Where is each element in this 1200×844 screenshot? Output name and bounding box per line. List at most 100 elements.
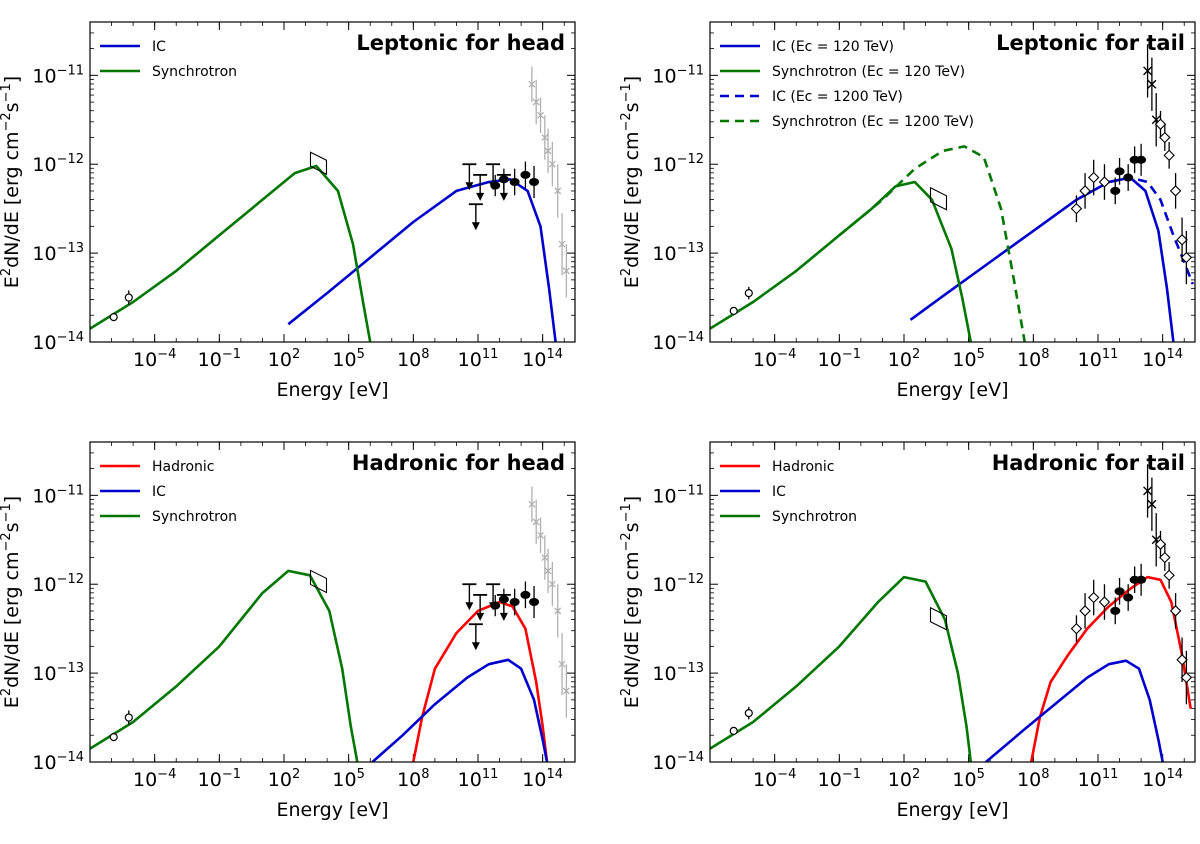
y-tick-exponent: −13	[57, 241, 84, 256]
y-axis-label-part: −1	[0, 503, 14, 522]
series-line	[838, 145, 1026, 342]
ul-arrow	[499, 192, 508, 201]
y-axis-label-part: E	[1, 696, 23, 708]
data-point-archive	[558, 633, 566, 696]
y-tick-exponent: −14	[57, 330, 84, 345]
data-point-filled	[490, 594, 501, 617]
marker-filled	[498, 595, 509, 604]
x-tick-base: 10	[268, 349, 292, 371]
x-tick-base: 10	[818, 349, 842, 371]
ul-arrow	[471, 642, 480, 651]
marker-filled	[490, 601, 501, 610]
legend-label: Synchrotron	[152, 509, 237, 525]
data-point-circle	[124, 710, 133, 725]
y-axis-label-part: s	[1, 102, 23, 112]
marker-butterfly	[929, 186, 948, 211]
legend: IC (Ec = 120 TeV) Synchrotron (Ec = 120 T…	[720, 39, 974, 130]
marker-circle	[729, 306, 738, 315]
y-axis-label-part: −2	[620, 112, 634, 131]
x-tick-exponent: 2	[292, 767, 300, 782]
x-tick-exponent: 5	[357, 767, 365, 782]
y-tick-base: 10	[32, 65, 56, 87]
y-axis-label-part: ]	[621, 496, 643, 503]
legend-label: Hadronic	[152, 459, 214, 475]
marker-filled	[529, 598, 540, 606]
y-tick-label: 10−11	[32, 63, 84, 87]
x-tick-base: 10	[888, 349, 912, 371]
y-tick-base: 10	[32, 663, 56, 685]
x-tick-exponent: −4	[157, 347, 176, 362]
x-tick-exponent: 5	[977, 347, 985, 362]
data-point-filled	[1123, 164, 1134, 191]
y-axis-label-part: s	[1, 522, 23, 532]
data-point-open	[1159, 124, 1171, 151]
marker-cross	[1143, 486, 1153, 496]
marker-filled	[1110, 186, 1121, 195]
marker-circle	[109, 733, 118, 742]
data-point-open	[1176, 217, 1188, 262]
legend-label: Synchrotron	[152, 64, 237, 80]
data-point-ul	[462, 163, 477, 191]
x-tick-exponent: −1	[842, 347, 861, 362]
x-tick-base: 10	[522, 349, 546, 371]
chart-title: Leptonic for tail	[996, 31, 1185, 55]
x-tick-label: 108	[397, 767, 429, 791]
marker-butterfly	[309, 569, 328, 594]
data-point-filled	[529, 166, 540, 198]
ul-arrow	[465, 182, 474, 191]
data-point-archive	[528, 66, 536, 102]
chart-svg: 10−4 10−1 102 105 108 1011 101410−1410−1310−12…	[0, 21, 576, 401]
y-tick-base: 10	[652, 574, 676, 596]
marker-archive	[541, 554, 549, 562]
marker-open-diamond	[1070, 202, 1083, 215]
data-point-archive	[554, 164, 562, 218]
data-point-filled	[1110, 597, 1121, 625]
y-axis-label: E2dN/dE [erg cm−2s−1]	[0, 76, 23, 288]
series-line	[985, 659, 1164, 762]
marker-butterfly	[929, 606, 948, 631]
data-point-ul	[473, 173, 488, 201]
data-point-filled	[1123, 584, 1134, 611]
y-tick-exponent: −11	[57, 63, 84, 78]
ul-arrow	[499, 612, 508, 621]
legend-label: IC (Ec = 120 TeV)	[772, 39, 894, 55]
marker-open-diamond	[1070, 622, 1083, 635]
x-tick-exponent: −1	[222, 347, 241, 362]
x-tick-label: 10−4	[133, 347, 176, 371]
ul-arrow	[471, 222, 480, 231]
data-point-cross	[1143, 464, 1153, 518]
marker-archive	[544, 147, 552, 155]
x-tick-base: 10	[198, 349, 222, 371]
y-tick-base: 10	[652, 752, 676, 774]
x-axis-label: Energy [eV]	[276, 379, 388, 401]
y-axis-label: E2dN/dE [erg cm−2s−1]	[0, 496, 23, 708]
y-tick-base: 10	[32, 485, 56, 507]
marker-open-diamond	[1169, 185, 1182, 197]
y-tick-base: 10	[652, 663, 676, 685]
data-point-circle	[744, 706, 753, 720]
x-tick-exponent: 14	[1166, 767, 1183, 782]
data-point-ul	[468, 203, 483, 231]
series-line	[287, 178, 557, 342]
data-point-filled	[509, 588, 520, 616]
marker-open-diamond	[1159, 131, 1171, 144]
series-line	[371, 658, 549, 762]
y-tick-label: 10−14	[32, 330, 84, 354]
y-tick-label: 10−14	[652, 750, 704, 774]
x-tick-exponent: −1	[222, 767, 241, 782]
y-tick-base: 10	[652, 65, 676, 87]
marker-archive	[562, 267, 570, 275]
legend-label: IC (Ec = 1200 TeV)	[772, 89, 903, 105]
marker-circle	[744, 289, 753, 298]
x-tick-exponent: 11	[482, 767, 499, 782]
marker-circle	[124, 293, 133, 302]
data-point-ul	[462, 583, 477, 611]
series-line	[90, 164, 372, 342]
y-axis-label-part: E	[1, 276, 23, 288]
plot-layer	[710, 44, 1195, 342]
y-axis-label-part: −2	[0, 112, 14, 131]
y-axis-label-part: −1	[0, 83, 14, 102]
data-point-open	[1169, 173, 1182, 209]
marker-cross	[1147, 499, 1157, 509]
